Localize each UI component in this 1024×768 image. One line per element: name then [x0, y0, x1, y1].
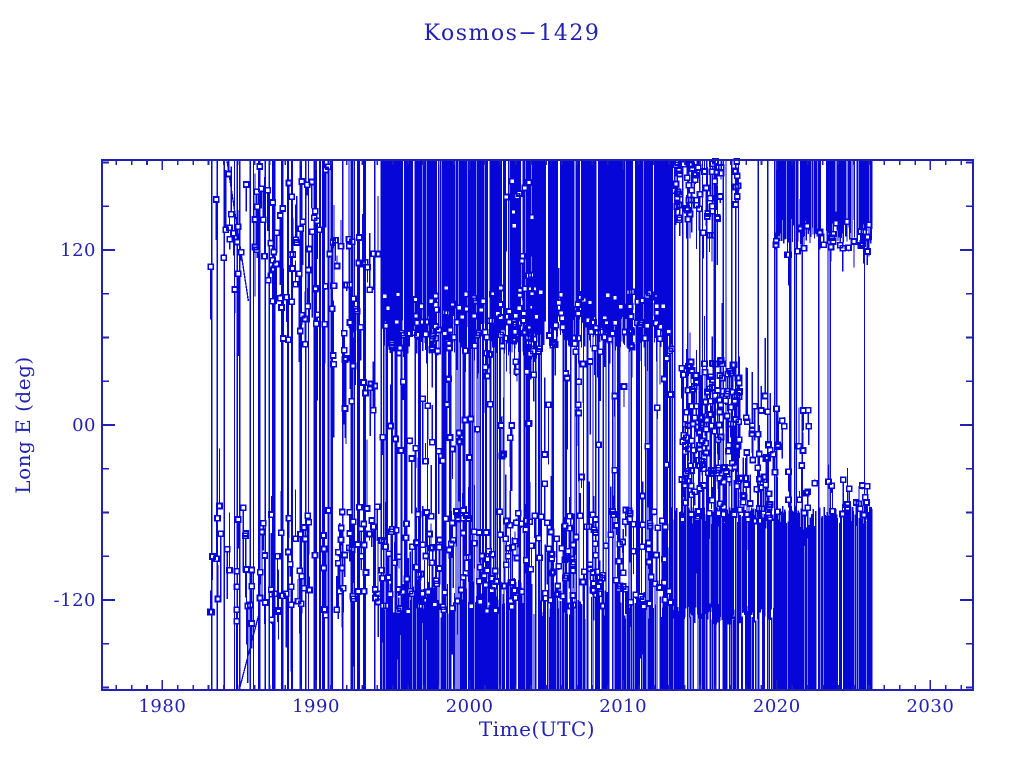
axes-layer: [101, 159, 974, 691]
data-markers: [207, 157, 873, 627]
x-axis-label: Time(UTC): [479, 717, 595, 741]
x-tick-label: 1990: [292, 696, 340, 717]
plot-frame-and-ticks: [101, 159, 974, 691]
x-tick-label: 1980: [138, 696, 186, 717]
x-tick-label: 2030: [906, 696, 954, 717]
y-axis-label: Long E (deg): [11, 356, 35, 493]
data-layer: [207, 157, 873, 691]
x-tick-label: 2010: [599, 696, 647, 717]
tick-labels-layer: 1980 1990 2000 2010 2020 2030 120 00 -120: [54, 240, 954, 717]
data-lines: [209, 159, 873, 691]
chart-title: Kosmos−1429: [424, 21, 601, 46]
x-tick-label: 2000: [446, 696, 494, 717]
y-tick-label: 120: [60, 240, 96, 261]
y-tick-label: 00: [72, 415, 96, 436]
y-tick-label: -120: [54, 590, 96, 611]
x-tick-label: 2020: [753, 696, 801, 717]
